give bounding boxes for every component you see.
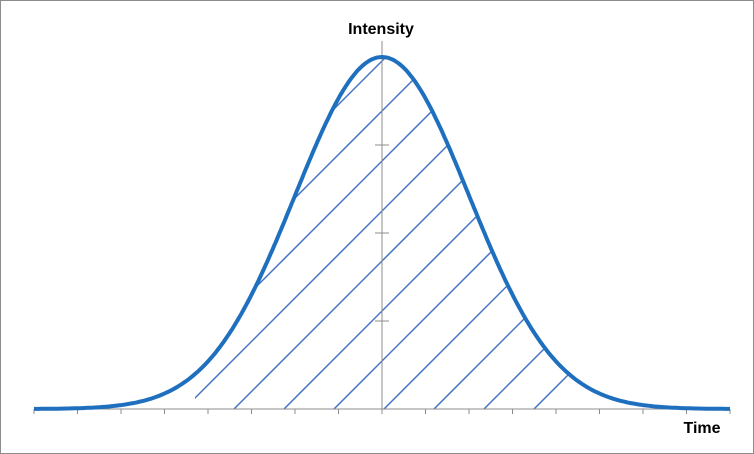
hatch-line bbox=[533, 57, 570, 409]
hatch-line bbox=[195, 57, 487, 409]
hatch-line bbox=[684, 57, 753, 409]
hatch-line bbox=[283, 57, 570, 409]
hatch-line bbox=[195, 57, 287, 409]
hatch-line bbox=[433, 57, 570, 409]
hatch-line bbox=[634, 57, 753, 409]
hatch-line bbox=[1, 57, 36, 409]
hatch-line bbox=[1, 57, 186, 409]
hatch-line bbox=[383, 57, 570, 409]
hatch-line bbox=[584, 57, 753, 409]
hatch-line bbox=[483, 57, 570, 409]
hatch-line bbox=[1, 57, 136, 409]
y-axis-label: Intensity bbox=[348, 21, 414, 38]
gaussian-curve bbox=[34, 54, 730, 411]
hatch-line bbox=[1, 57, 86, 409]
axes bbox=[33, 41, 731, 414]
hatch-line bbox=[233, 57, 570, 409]
hatch-line bbox=[734, 57, 753, 409]
x-axis-label: Time bbox=[683, 420, 720, 437]
hatch-line bbox=[195, 57, 237, 409]
